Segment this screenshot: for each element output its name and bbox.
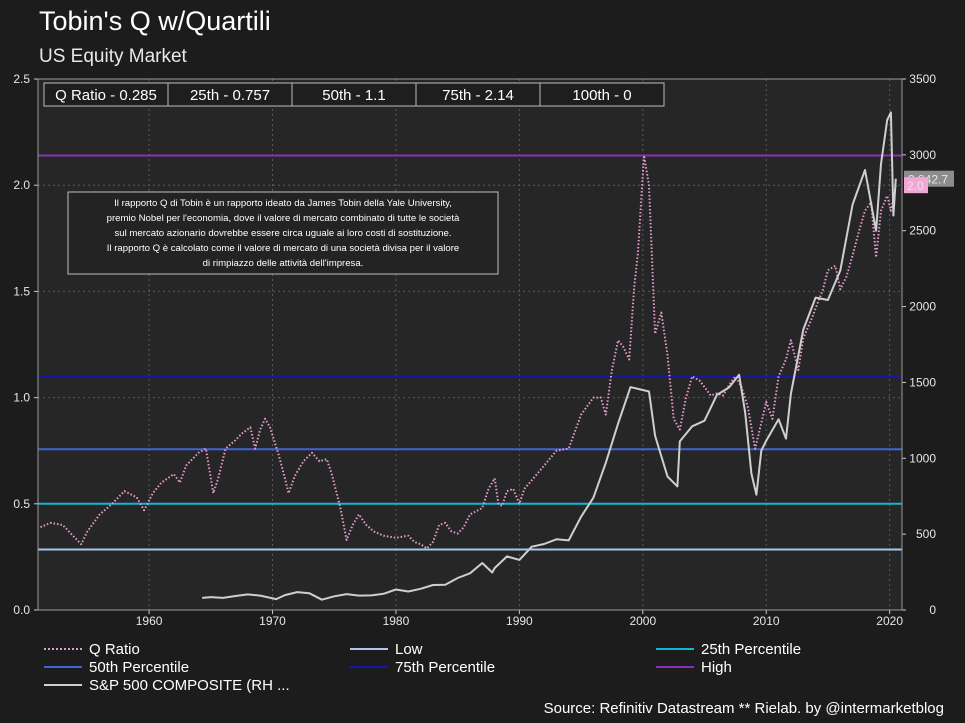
chart-title: Tobin's Q w/Quartili	[39, 6, 271, 36]
y-right-tick-label: 500	[916, 527, 936, 541]
x-tick-label: 1960	[136, 614, 163, 628]
legend-item-high[interactable]: High	[656, 658, 732, 676]
stats-table-cell: Q Ratio - 0.285	[55, 87, 157, 104]
legend-item-75th[interactable]: 75th Percentile	[350, 658, 495, 676]
sp500-series-line	[202, 111, 897, 601]
x-tick-label: 2000	[629, 614, 656, 628]
q-ratio-last-value-badge	[904, 177, 928, 194]
legend-item-low[interactable]: Low	[350, 640, 423, 658]
y-right-tick-label: 2000	[909, 300, 936, 314]
legend-swatch-high	[656, 666, 694, 668]
q-ratio-last-value-label: 2.0	[907, 179, 924, 193]
stats-table	[43, 82, 665, 107]
x-tick-label: 1980	[383, 614, 410, 628]
legend-swatch-q-ratio	[44, 648, 82, 650]
stats-table-cell: 25th - 0.757	[190, 87, 270, 104]
y-left-tick-label: 1.0	[13, 391, 30, 405]
legend-swatch-50th	[44, 666, 82, 668]
legend-item-25th[interactable]: 25th Percentile	[656, 640, 801, 658]
legend-swatch-low	[350, 648, 388, 650]
annotation-line: premio Nobel per l'economia, dove il val…	[107, 213, 460, 224]
legend-swatch-75th	[350, 666, 388, 668]
plot-area	[38, 79, 902, 610]
annotation-box	[67, 191, 499, 275]
y-right-tick-label: 2500	[909, 224, 936, 238]
y-right-tick-label: 3500	[909, 72, 936, 86]
legend-label: 25th Percentile	[701, 640, 802, 658]
y-right-tick-label: 0	[929, 603, 936, 617]
y-left-tick-label: 0.0	[13, 603, 30, 617]
x-tick-label: 1990	[506, 614, 533, 628]
legend-item-q-ratio[interactable]: Q Ratio	[44, 640, 140, 658]
q-ratio-series-line	[40, 154, 897, 550]
stats-table-cell: 50th - 1.1	[322, 87, 385, 104]
y-right-tick-label: 1500	[909, 375, 936, 389]
x-tick-label: 2020	[876, 614, 903, 628]
chart-legend: Q Ratio Low 25th Percentile 50th Percent…	[44, 640, 954, 696]
y-left-tick-label: 1.5	[13, 284, 30, 298]
y-right-tick-label: 1000	[909, 451, 936, 465]
y-left-tick-label: 2.0	[13, 178, 30, 192]
source-credit: Source: Refinitiv Datastream ** Rielab. …	[543, 700, 944, 717]
annotation-line: di rimpiazzo delle attività dell'impresa…	[203, 258, 364, 269]
legend-label: 50th Percentile	[89, 658, 190, 676]
annotation-line: Il rapporto Q è calcolato come il valore…	[107, 243, 459, 254]
legend-label: Q Ratio	[89, 640, 140, 658]
legend-swatch-25th	[656, 648, 694, 650]
legend-label: 75th Percentile	[395, 658, 496, 676]
stats-table-cell: 100th - 0	[572, 87, 631, 104]
legend-swatch-sp500	[44, 684, 82, 686]
chart-subtitle: US Equity Market	[39, 46, 187, 67]
annotation-line: Il rapporto Q di Tobin è un rapporto ide…	[114, 198, 452, 209]
annotation-line: sul mercato azionario dovrebbe essere ci…	[114, 228, 451, 239]
legend-label: Low	[395, 640, 423, 658]
plot-frame	[37, 78, 903, 611]
x-tick-label: 1970	[259, 614, 286, 628]
legend-item-50th[interactable]: 50th Percentile	[44, 658, 189, 676]
x-tick-label: 2010	[753, 614, 780, 628]
legend-label: S&P 500 COMPOSITE (RH ...	[89, 676, 290, 694]
y-left-tick-label: 0.5	[13, 497, 30, 511]
legend-item-sp500[interactable]: S&P 500 COMPOSITE (RH ...	[44, 676, 290, 694]
stats-table-cell: 75th - 2.14	[442, 87, 514, 104]
y-left-tick-label: 2.5	[13, 72, 30, 86]
y-right-tick-label: 3000	[909, 148, 936, 162]
legend-label: High	[701, 658, 732, 676]
